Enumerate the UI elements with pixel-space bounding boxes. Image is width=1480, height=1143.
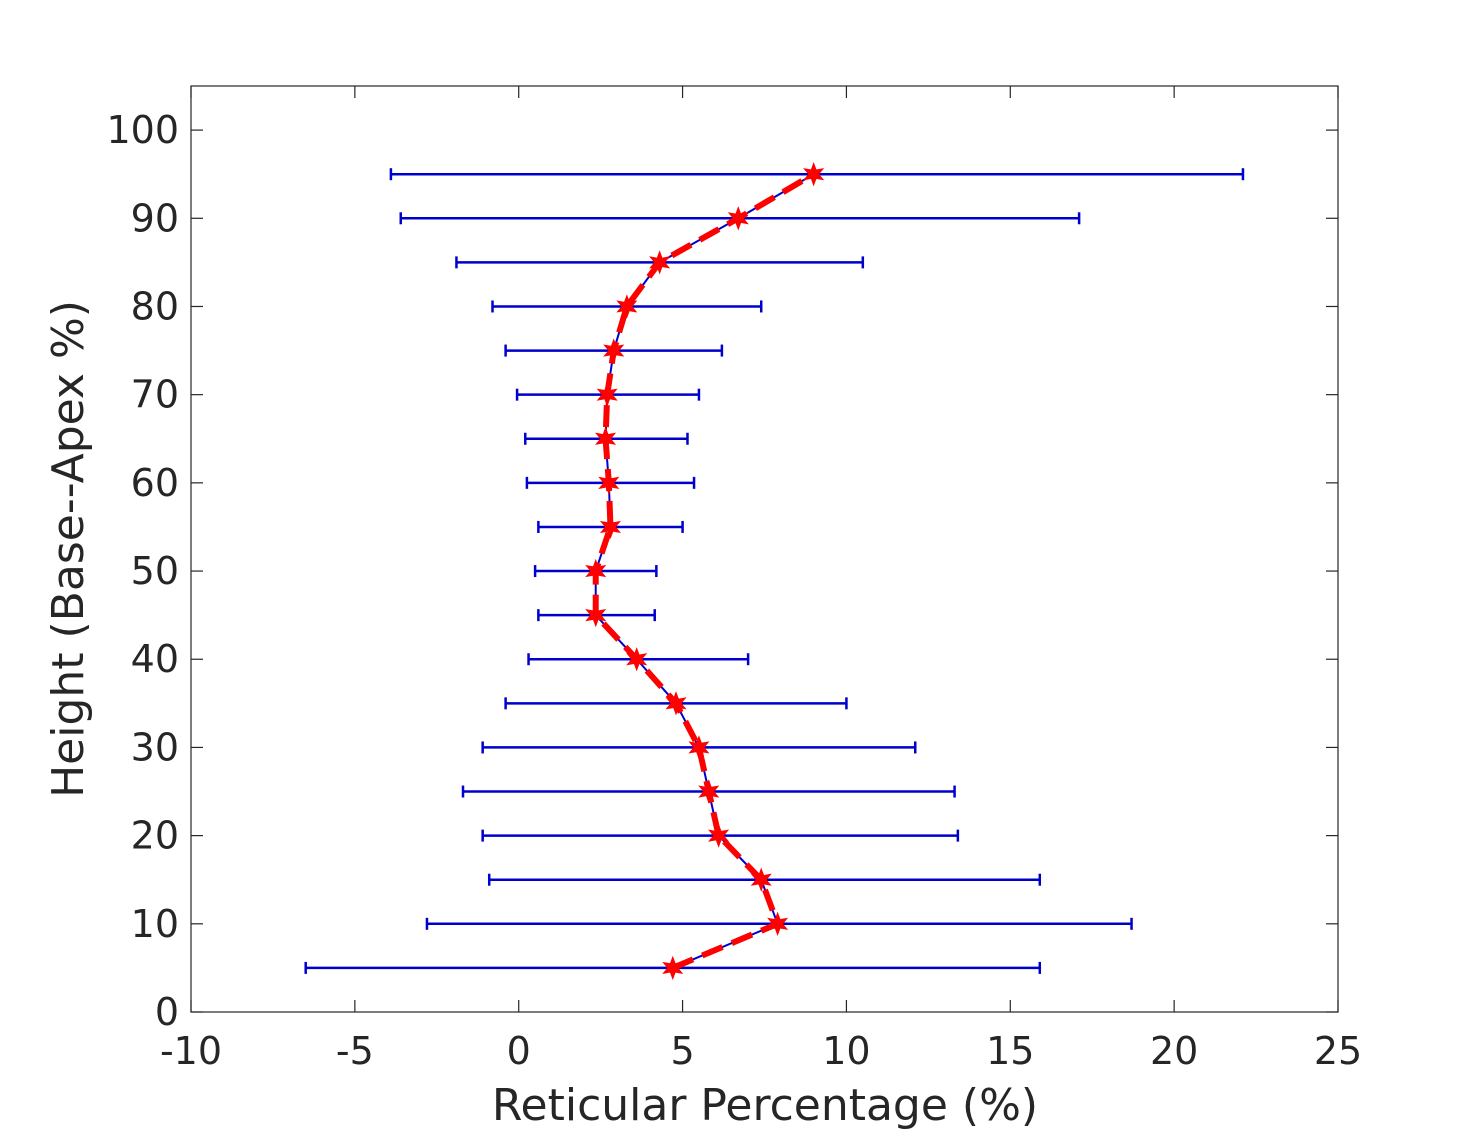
data-point-marker (688, 735, 710, 760)
y-tick-label: 10 (131, 902, 179, 946)
star-marker-shape (616, 294, 638, 319)
y-tick-label: 20 (131, 814, 179, 858)
y-tick-label: 40 (131, 637, 179, 681)
x-tick-label: 0 (507, 1029, 531, 1073)
data-point-marker (596, 382, 618, 407)
y-axis-label: Height (Base--Apex %) (43, 300, 94, 798)
star-marker-shape (596, 382, 618, 407)
data-point-marker (603, 338, 625, 363)
star-marker-shape (708, 823, 730, 848)
y-tick-label: 90 (131, 196, 179, 240)
x-tick-label: -5 (336, 1029, 374, 1073)
star-marker-shape (727, 206, 749, 231)
data-point-marker (598, 470, 620, 496)
star-marker-shape (649, 250, 671, 275)
star-marker-shape (803, 162, 825, 187)
plot-area (190, 85, 1339, 1013)
star-marker-shape (767, 911, 789, 936)
data-point-marker (803, 162, 825, 187)
x-tick-label: 15 (986, 1029, 1034, 1073)
star-marker-shape (662, 955, 684, 981)
star-marker-shape (626, 647, 648, 672)
data-point-marker (698, 779, 720, 804)
y-tick-label: 30 (131, 725, 179, 769)
star-marker-shape (599, 514, 622, 540)
star-marker-shape (585, 602, 607, 628)
data-point-marker (595, 426, 617, 451)
star-marker-shape (698, 779, 720, 804)
y-tick-label: 0 (155, 990, 179, 1034)
data-point-marker (727, 206, 749, 231)
markers (585, 162, 825, 981)
x-axis-label: Reticular Percentage (%) (492, 1080, 1038, 1131)
data-point-marker (649, 250, 671, 275)
data-point-marker (662, 955, 684, 981)
star-marker-shape (688, 735, 710, 760)
x-tick-label: -10 (160, 1029, 222, 1073)
star-marker-shape (585, 558, 607, 584)
y-tick-label: 60 (131, 461, 179, 505)
data-point-marker (708, 823, 730, 848)
y-ticks: 0 10 20 30 40 50 60 70 80 90 100 (106, 108, 1338, 1034)
star-marker-shape (603, 338, 625, 363)
x-ticks: -10 -5 0 5 10 15 20 25 (160, 86, 1362, 1073)
x-tick-label: 25 (1314, 1029, 1362, 1073)
data-point-marker (665, 691, 687, 716)
star-marker-shape (665, 691, 687, 716)
data-point-marker (599, 514, 622, 540)
star-marker-shape (595, 426, 617, 451)
x-tick-label: 5 (670, 1029, 694, 1073)
data-point-marker (767, 911, 789, 936)
data-point-marker (585, 558, 607, 584)
y-tick-label: 100 (106, 108, 179, 152)
star-marker-shape (598, 470, 620, 496)
x-tick-label: 10 (822, 1029, 870, 1073)
y-tick-label: 50 (131, 549, 179, 593)
data-point-marker (750, 867, 772, 892)
data-point-marker (626, 647, 648, 672)
x-tick-label: 20 (1150, 1029, 1198, 1073)
y-tick-label: 70 (131, 373, 179, 417)
data-point-marker (585, 602, 607, 628)
data-point-marker (616, 294, 638, 319)
y-tick-label: 80 (131, 284, 179, 328)
star-marker-shape (750, 867, 772, 892)
